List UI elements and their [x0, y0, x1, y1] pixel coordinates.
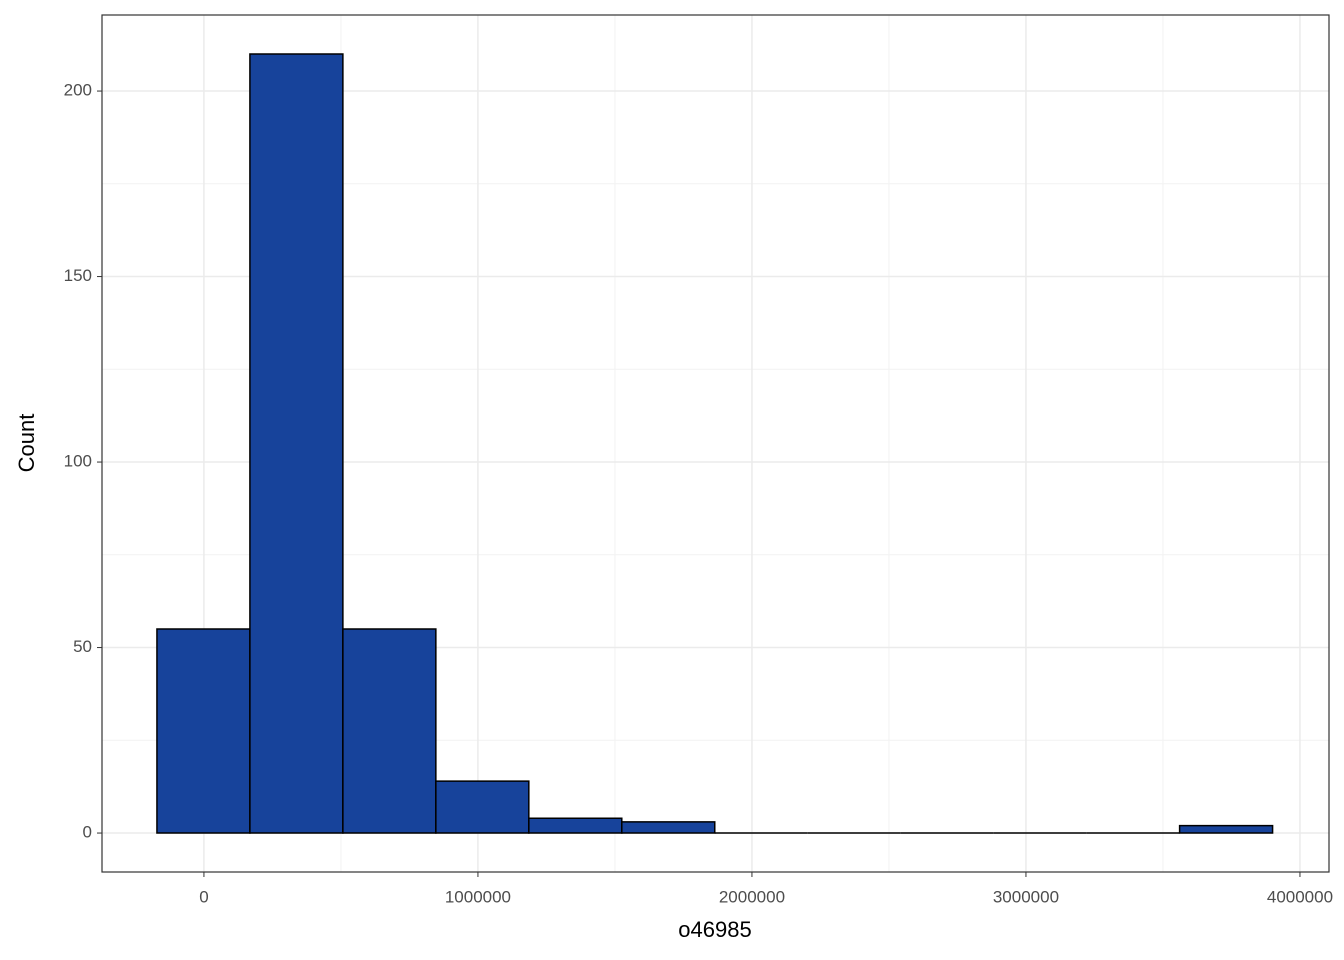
- x-tick-label: 4000000: [1267, 887, 1333, 906]
- bar: [528, 817, 623, 834]
- bar: [1178, 824, 1274, 834]
- y-axis-title: Count: [14, 414, 39, 473]
- bar: [342, 628, 437, 834]
- y-tick-label: 200: [64, 81, 92, 100]
- x-tick-label: 3000000: [993, 887, 1059, 906]
- y-tick-label: 100: [64, 452, 92, 471]
- y-tick-label: 150: [64, 266, 92, 285]
- y-tick-label: 50: [73, 637, 92, 656]
- bar: [249, 53, 344, 834]
- plot-border: [101, 14, 1330, 873]
- x-tick-label: 2000000: [719, 887, 785, 906]
- x-tick-label: 1000000: [445, 887, 511, 906]
- x-tick-label: 0: [199, 887, 208, 906]
- bar: [435, 780, 530, 834]
- bar: [156, 628, 251, 834]
- x-axis-title: o46985: [678, 917, 751, 942]
- bar: [621, 821, 716, 834]
- y-tick-label: 0: [83, 823, 92, 842]
